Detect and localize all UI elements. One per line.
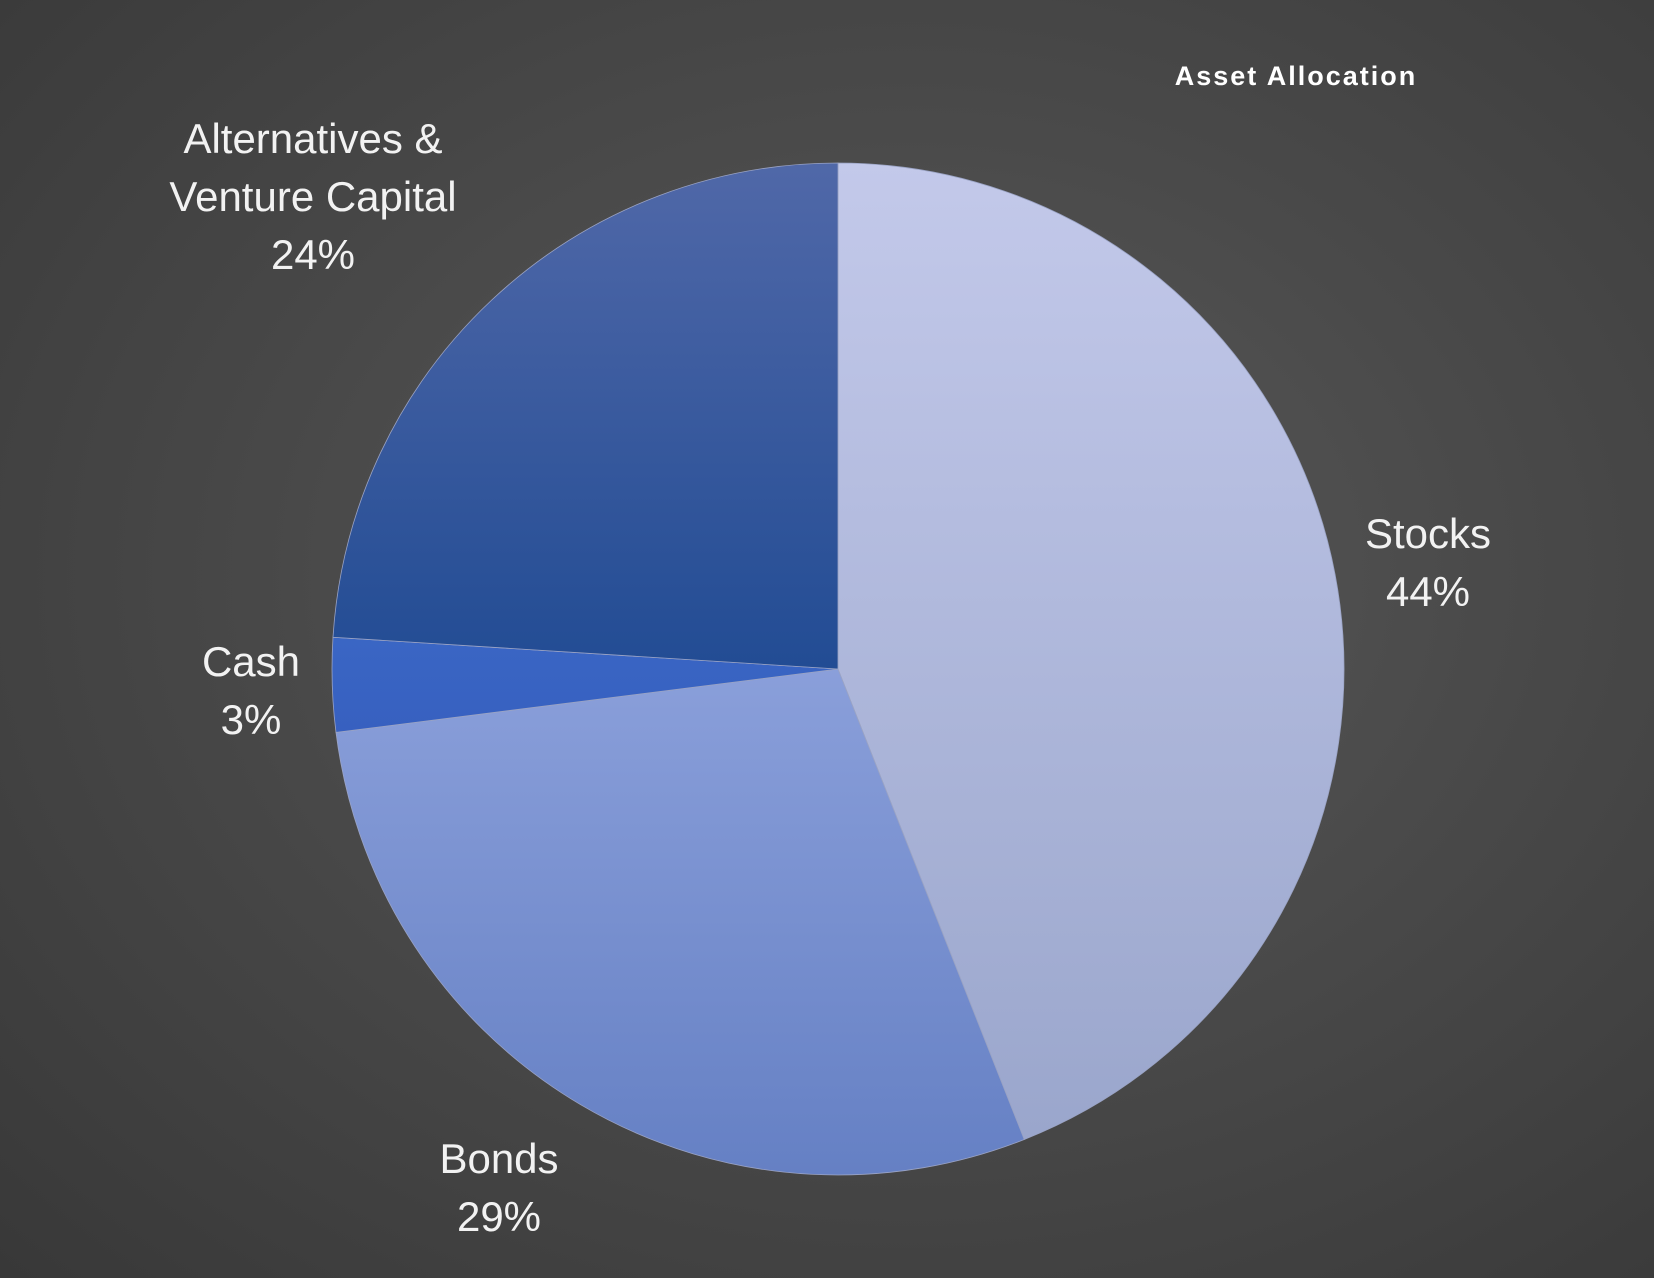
pie-slice-alternatives-venture-capital <box>332 162 839 670</box>
slice-label-bonds: Bonds <box>439 1135 558 1182</box>
slice-percent-stocks: 44% <box>1386 568 1470 615</box>
slice-percent-cash: 3% <box>221 696 282 743</box>
slice-label-stocks: Stocks <box>1365 510 1491 557</box>
pie-slice-stocks <box>837 162 1345 1140</box>
pie-slices <box>331 162 1345 1176</box>
slice-percent-bonds: 29% <box>457 1193 541 1240</box>
pie-slice-bonds <box>335 668 1025 1176</box>
slice-label-cash: Cash <box>202 638 300 685</box>
pie-labels: Stocks 44% Bonds 29% Cash 3% Alternatives & Ven… <box>169 115 1491 1240</box>
chart-title: Asset Allocation <box>1175 61 1418 91</box>
slice-percent-alternatives-venture-capital: 24% <box>271 231 355 278</box>
slice-label-alternatives-venture-capital: Alternatives & Venture Capital <box>169 115 456 220</box>
